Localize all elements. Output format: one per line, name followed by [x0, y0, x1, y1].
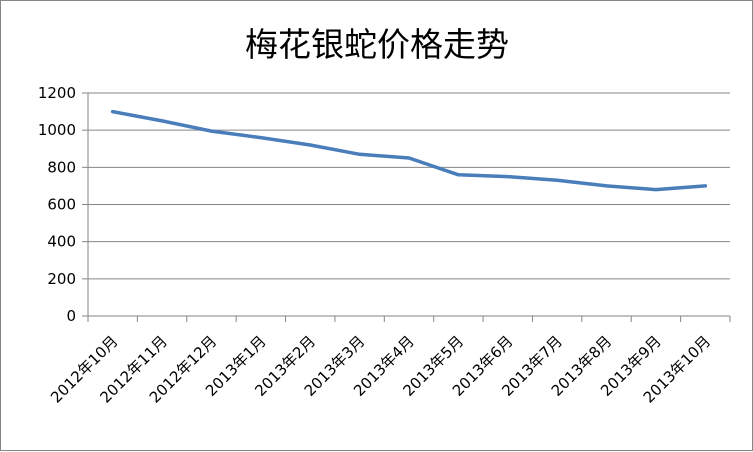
data-point-11 [654, 188, 658, 192]
chart-title: 梅花银蛇价格走势 [245, 25, 509, 64]
data-point-8 [506, 175, 510, 179]
y-tick-label-0: 0 [66, 307, 76, 325]
y-tick-label-2: 400 [47, 233, 76, 251]
series-line-0 [110, 109, 708, 192]
data-point-3 [259, 136, 263, 140]
axes [82, 92, 731, 322]
y-axis-tick-labels: 0 200 400 600 800 1000 1200 [38, 84, 76, 325]
data-point-6 [407, 156, 411, 160]
data-point-0 [111, 109, 115, 114]
data-point-2 [209, 129, 214, 133]
data-point-1 [160, 119, 164, 123]
data-point-5 [358, 152, 362, 156]
x-axis-tick-labels: 2012年10月2012年11月2012年12月2013年1月2013年2月20… [47, 332, 714, 406]
y-tick-label-3: 600 [47, 196, 76, 214]
y-tick-label-5: 1000 [38, 121, 76, 139]
data-point-9 [555, 178, 559, 182]
series-layer [110, 109, 708, 192]
data-point-12 [703, 184, 707, 188]
gridlines [88, 92, 730, 280]
data-point-7 [456, 173, 460, 177]
y-tick-label-6: 1200 [38, 84, 76, 102]
data-point-10 [604, 184, 609, 188]
y-tick-label-1: 200 [47, 270, 76, 288]
y-tick-label-4: 800 [47, 158, 76, 176]
data-point-4 [308, 143, 312, 147]
